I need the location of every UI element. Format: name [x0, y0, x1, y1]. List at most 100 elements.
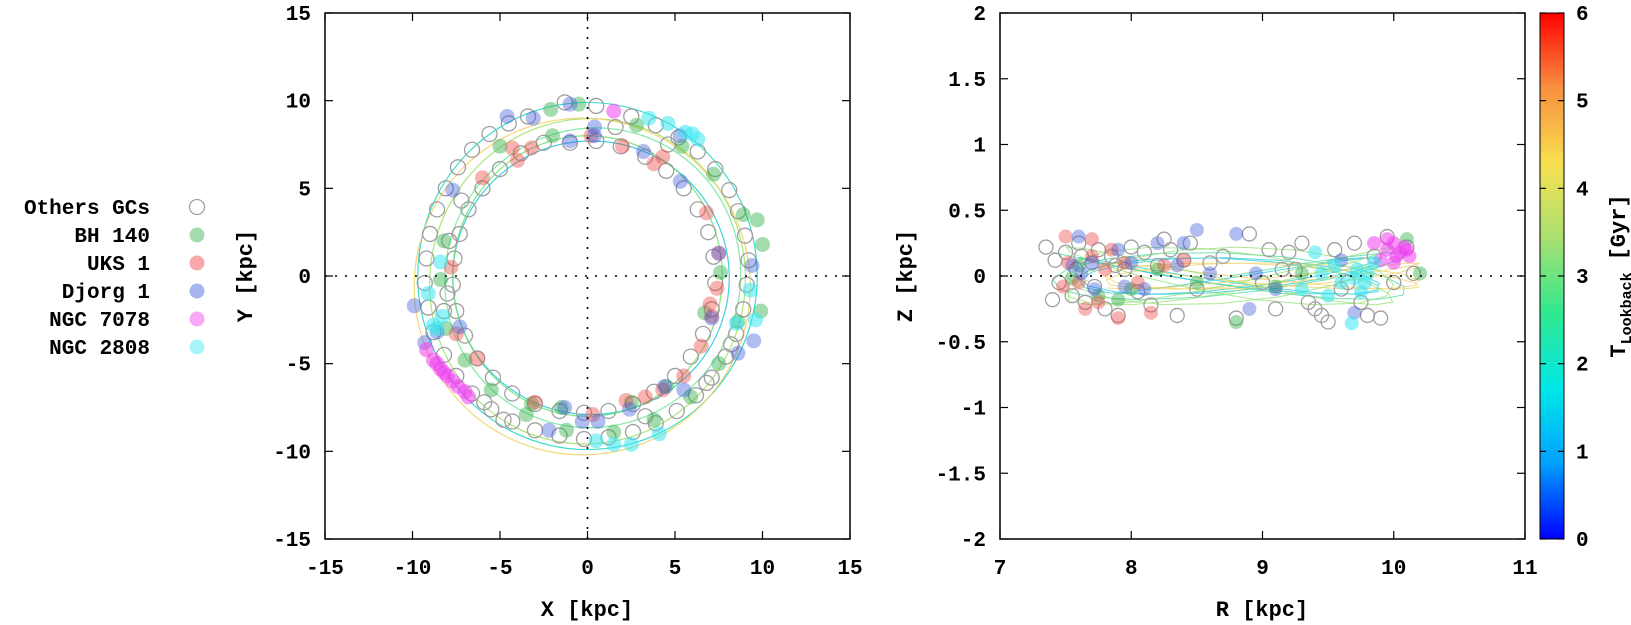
xy-point — [551, 402, 568, 420]
xy-point — [583, 128, 599, 144]
rz-point — [1215, 248, 1231, 264]
xy-point — [600, 402, 617, 420]
xy-point — [645, 383, 663, 400]
xy-point — [685, 126, 700, 142]
legend-label: UKS 1 — [87, 254, 150, 277]
xy-point — [406, 298, 422, 314]
rz-x-tick-label: 9 — [1256, 558, 1269, 581]
rz-point — [1111, 311, 1126, 326]
rz-point — [1149, 257, 1166, 274]
rz-point — [1182, 235, 1198, 251]
rz-point — [1334, 275, 1349, 290]
xy-y-tick-label: 5 — [298, 179, 311, 202]
xy-point — [559, 422, 574, 438]
xy-point — [492, 138, 508, 154]
rz-point — [1189, 275, 1204, 290]
xy-point — [655, 382, 671, 398]
xy-point — [545, 128, 560, 144]
xy-point — [512, 145, 530, 162]
xy-point — [481, 125, 498, 143]
xy-y-tick-label: 10 — [286, 92, 311, 115]
rz-point — [1136, 244, 1153, 260]
xy-point — [711, 245, 727, 261]
rz-point — [1065, 258, 1080, 273]
rz-x-ticks: 7 8 9 10 11 — [994, 13, 1538, 581]
xy-point — [574, 414, 590, 430]
xy-point — [676, 368, 692, 384]
xy-point — [541, 422, 557, 438]
rz-x-axis-label: R [kpc] — [1216, 598, 1308, 623]
xy-point — [666, 367, 684, 385]
rz-point — [1078, 301, 1093, 316]
xy-point — [543, 101, 559, 117]
xy-point — [483, 382, 499, 398]
xy-point — [624, 395, 642, 413]
rz-point — [1091, 288, 1106, 303]
rz-point — [1098, 262, 1112, 277]
xy-point — [525, 110, 541, 126]
colorbar-tick-label: 1 — [1576, 442, 1589, 465]
legend-marker — [189, 283, 205, 299]
rz-point — [1104, 242, 1119, 257]
xy-x-axis-label: X [kpc] — [541, 598, 633, 623]
legend-label: Djorg 1 — [62, 282, 150, 305]
xy-point — [457, 352, 473, 368]
rz-y-tick-label: 1.5 — [948, 70, 986, 93]
xy-point — [590, 414, 606, 430]
rz-point — [1130, 275, 1145, 290]
rz-point — [1111, 242, 1126, 257]
rz-point — [1228, 310, 1244, 326]
xy-point — [637, 408, 654, 425]
rz-point — [1294, 266, 1309, 281]
rz-point — [1169, 307, 1185, 324]
rz-point — [1064, 288, 1080, 304]
xy-point — [735, 301, 752, 318]
rz-point — [1402, 249, 1417, 264]
legend-label: BH 140 — [74, 226, 150, 249]
xy-point — [476, 394, 493, 411]
xy-point — [699, 205, 714, 221]
rz-point — [1229, 315, 1244, 330]
rz-y-ticks: -2 -1.5 -1 -0.5 0 0.5 1 1.5 2 — [936, 4, 1525, 553]
xy-point — [660, 115, 676, 131]
xy-point — [469, 350, 485, 366]
xy-x-tick-label: -15 — [306, 558, 344, 581]
rz-point — [1327, 242, 1343, 258]
xy-point — [735, 207, 751, 223]
xy-plot-frame — [324, 12, 851, 540]
xy-point — [527, 394, 543, 410]
rz-point — [1360, 266, 1375, 281]
xy-point — [419, 342, 434, 358]
xy-x-ticks: -15 -10 -5 0 5 10 15 — [306, 13, 863, 581]
rz-point — [1143, 297, 1159, 313]
rz-points — [1038, 222, 1427, 331]
rz-point — [1117, 279, 1132, 294]
xy-point — [698, 374, 715, 392]
rz-y-tick-label: -1 — [961, 399, 986, 422]
xy-point — [736, 227, 754, 244]
rz-point — [1110, 307, 1126, 324]
xy-point — [637, 389, 653, 405]
rz-point — [1086, 278, 1103, 295]
xy-point — [659, 136, 677, 153]
rz-point — [1350, 262, 1364, 277]
xy-point — [607, 118, 624, 136]
xy-point — [429, 321, 445, 337]
xy-point — [519, 108, 537, 125]
xy-point — [588, 97, 605, 115]
rz-point — [1327, 258, 1342, 273]
xy-point — [728, 315, 744, 331]
rz-point — [1150, 262, 1165, 277]
rz-point — [1061, 255, 1076, 270]
rz-point — [1084, 255, 1099, 270]
xy-point — [606, 436, 622, 452]
legend-marker — [189, 339, 205, 355]
rz-x-tick-label: 8 — [1125, 558, 1138, 581]
xy-point — [428, 201, 446, 218]
rz-point — [1308, 245, 1322, 260]
xy-point — [629, 117, 644, 133]
legend-label: Others GCs — [24, 198, 150, 221]
xy-point — [434, 308, 450, 324]
rz-y-tick-label: 0.5 — [948, 201, 986, 224]
